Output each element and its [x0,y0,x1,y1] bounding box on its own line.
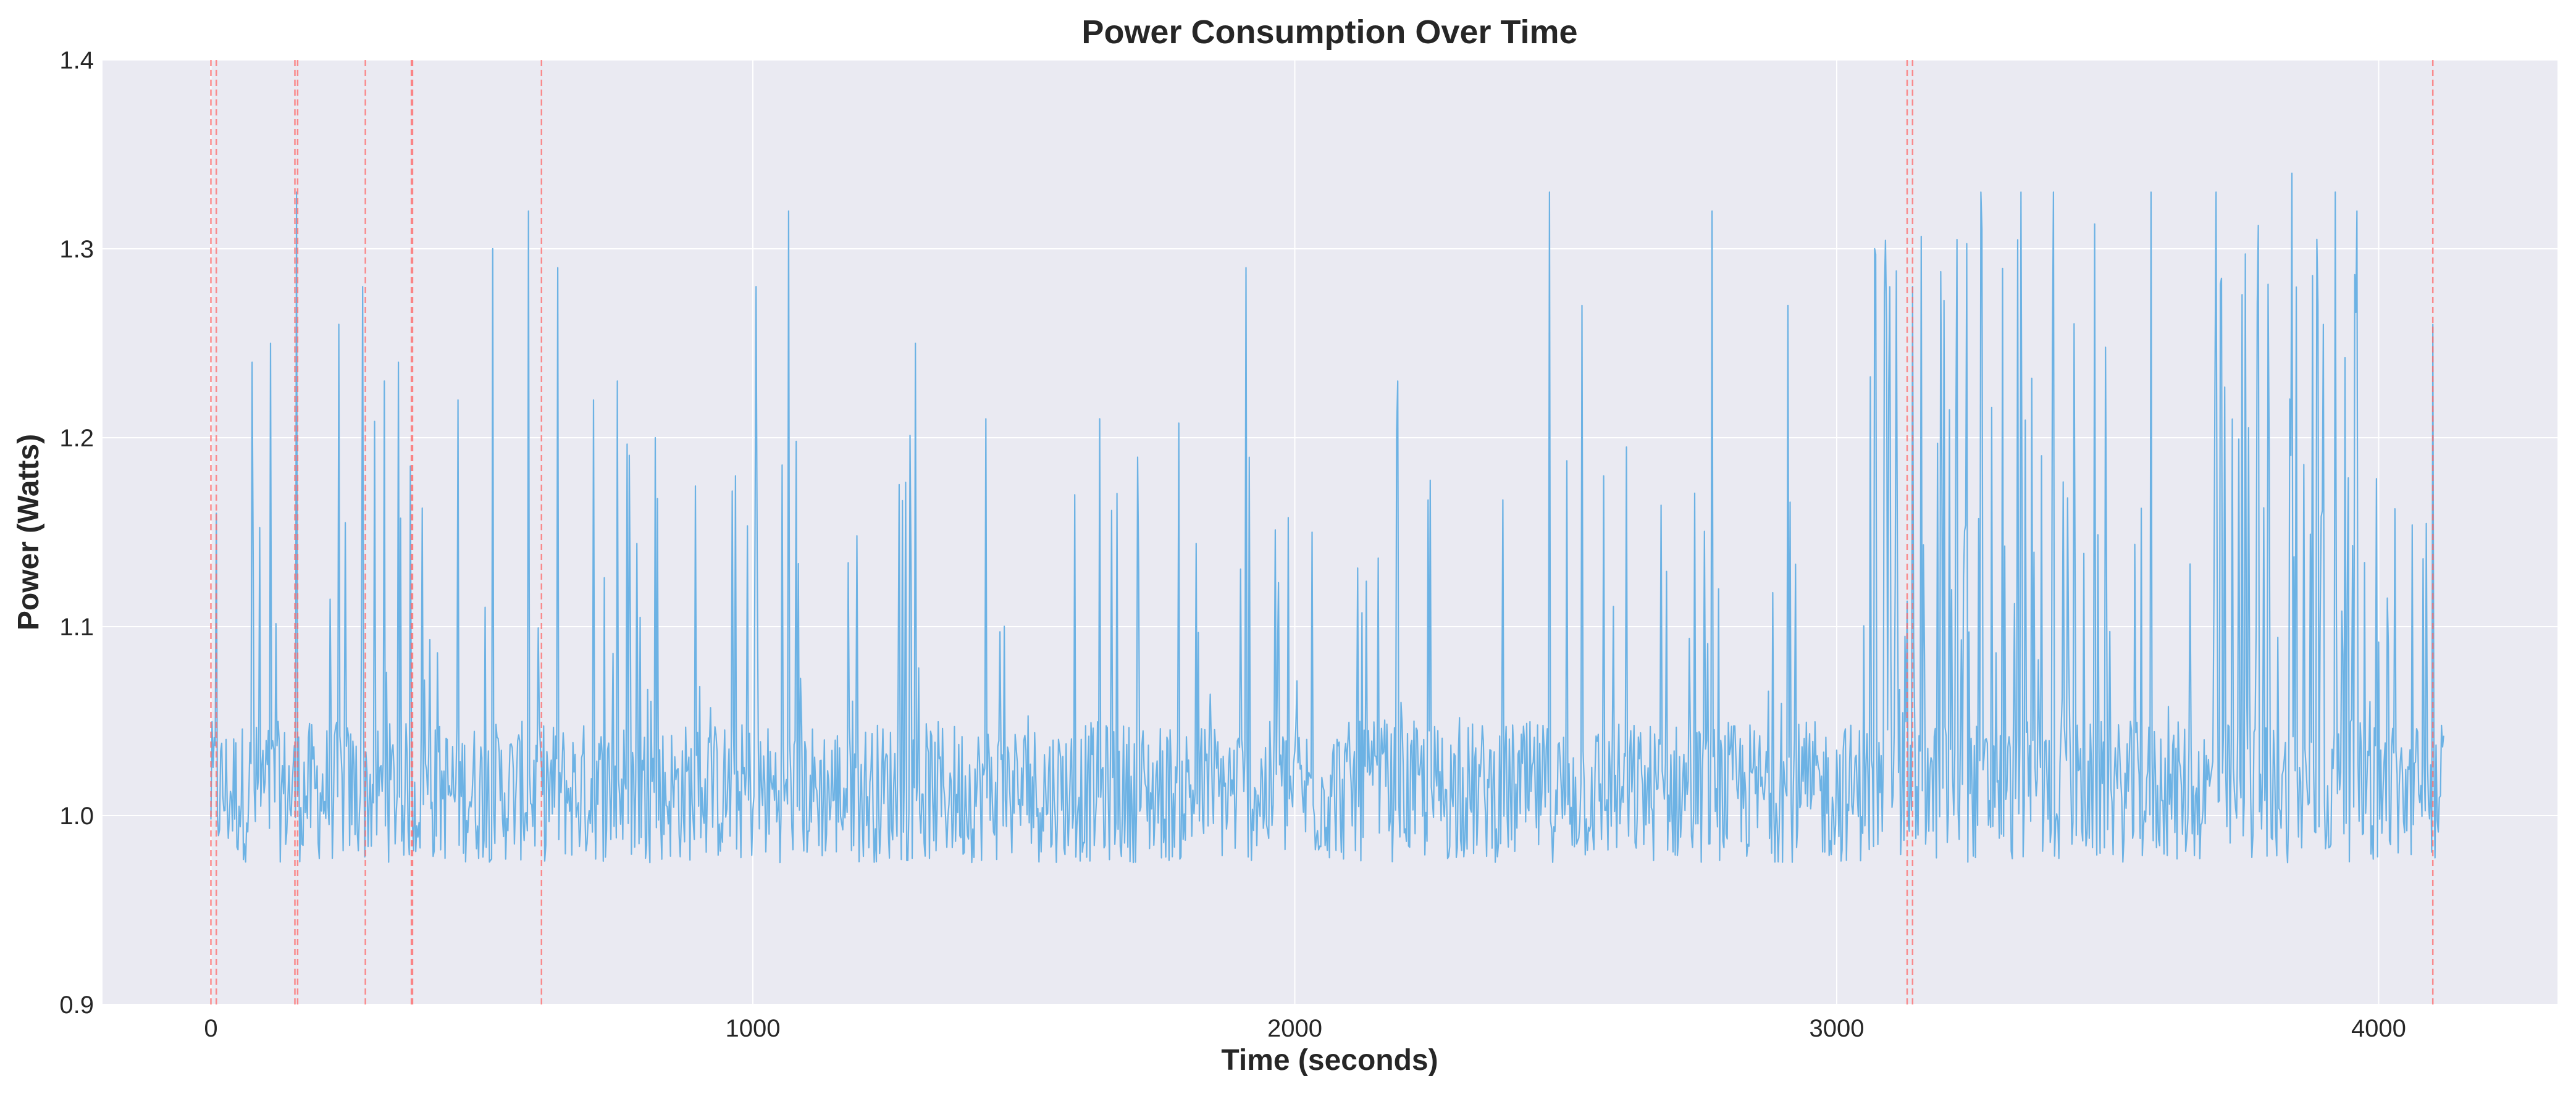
data-series-line [210,172,2444,864]
power-series-line [210,172,2444,864]
y-tick-label: 1.0 [59,803,94,830]
x-tick-label: 2000 [1267,1015,1322,1042]
y-axis-label: Power (Watts) [12,434,45,630]
x-tick-label: 0 [204,1015,217,1042]
x-tick-label: 4000 [2351,1015,2406,1042]
y-tick-label: 0.9 [59,992,94,1019]
x-tick-label: 1000 [725,1015,780,1042]
y-tick-label: 1.1 [59,614,94,641]
y-axis-ticks: 0.9 1.0 1.1 1.2 1.3 1.4 [59,47,94,1019]
grid-lines [103,59,2557,1005]
plot-area [103,60,2557,1004]
chart-title: Power Consumption Over Time [1081,14,1577,51]
y-tick-label: 1.3 [59,236,94,263]
y-tick-label: 1.4 [59,47,94,74]
y-tick-label: 1.2 [59,425,94,452]
x-axis-label: Time (seconds) [1221,1044,1438,1077]
x-axis-ticks: 0 1000 2000 3000 4000 [204,1015,2406,1042]
x-tick-label: 3000 [1809,1015,1864,1042]
